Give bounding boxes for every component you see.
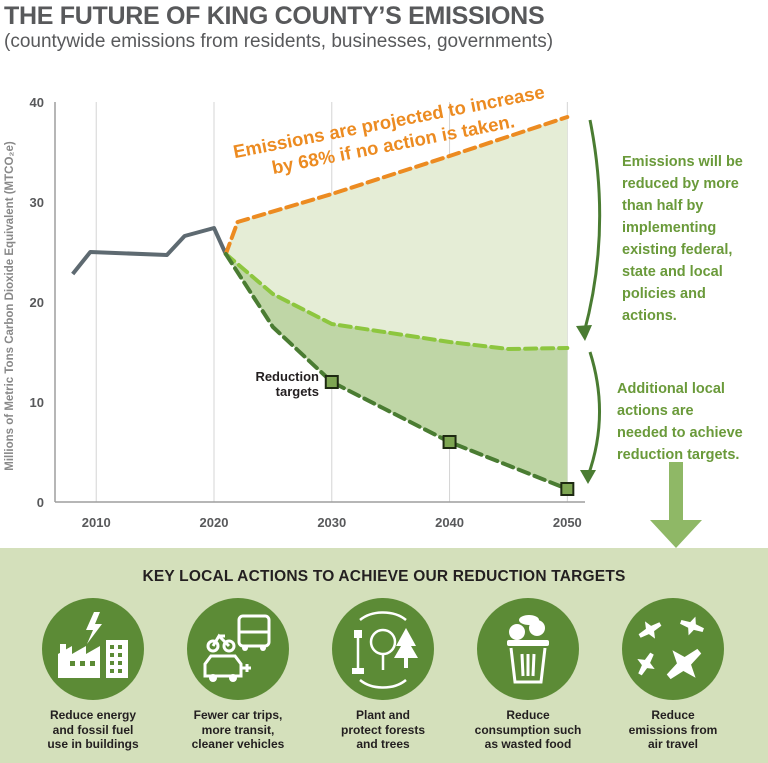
target-marker-2040 bbox=[442, 435, 457, 449]
annotation-reduction-targets: Reduction targets bbox=[255, 369, 319, 399]
action-label-air-travel: Reduce emissions from air travel bbox=[628, 708, 718, 751]
arrowhead-existing bbox=[576, 325, 592, 341]
arrow-additional-bracket bbox=[586, 351, 601, 477]
y-tick-label-40: 40 bbox=[30, 95, 44, 110]
series-line-no_action bbox=[223, 115, 570, 256]
area-existing-vs-targets bbox=[225, 254, 568, 489]
factory-buildings-lightning-icon bbox=[42, 598, 144, 700]
annotation-additional-actions: Additional local actions are needed to ach… bbox=[617, 381, 743, 463]
target-marker-2030 bbox=[324, 375, 339, 389]
chart-lines bbox=[71, 115, 570, 491]
x-tick-label-2030: 2030 bbox=[317, 515, 346, 530]
key-actions-heading: KEY LOCAL ACTIONS TO ACHIEVE OUR REDUCTI… bbox=[142, 568, 626, 585]
y-tick-label-10: 10 bbox=[30, 395, 44, 410]
series-line-historical bbox=[71, 226, 228, 276]
arrowhead-additional bbox=[580, 470, 596, 484]
y-tick-label-0: 0 bbox=[37, 495, 44, 510]
chart-markers bbox=[324, 375, 575, 496]
target-marker-2050 bbox=[560, 482, 575, 496]
action-label-forests: Plant and protect forests and trees bbox=[340, 708, 426, 751]
series-line-reduction_targets bbox=[223, 252, 570, 491]
bus-bike-electric-car-icon bbox=[187, 598, 289, 700]
trash-food-waste-icon bbox=[477, 598, 579, 700]
action-consumption: Reduce consumption such as wasted food bbox=[453, 598, 603, 752]
page-subtitle: (countywide emissions from residents, bu… bbox=[4, 31, 554, 52]
x-tick-label-2020: 2020 bbox=[200, 515, 229, 530]
y-axis-label: Millions of Metric Tons Carbon Dioxide E… bbox=[4, 141, 16, 471]
action-transport: Fewer car trips, more transit, cleaner v… bbox=[163, 598, 313, 752]
x-tick-label-2010: 2010 bbox=[82, 515, 111, 530]
down-arrow-shaft bbox=[669, 462, 683, 520]
action-label-consumption: Reduce consumption such as wasted food bbox=[474, 708, 582, 751]
page-title: THE FUTURE OF KING COUNTY’S EMISSIONS bbox=[4, 2, 545, 30]
y-tick-label-20: 20 bbox=[30, 295, 44, 310]
down-arrow-head bbox=[650, 520, 702, 548]
series-line-existing_policies bbox=[223, 252, 570, 351]
x-tick-label-2040: 2040 bbox=[435, 515, 464, 530]
action-forests: Plant and protect forests and trees bbox=[308, 598, 458, 752]
action-label-buildings: Reduce energy and fossil fuel use in bui… bbox=[47, 708, 139, 751]
action-buildings: Reduce energy and fossil fuel use in bui… bbox=[18, 598, 168, 752]
area-no-action-vs-existing bbox=[225, 117, 568, 349]
annotation-existing-policies: Emissions will be reduced by more than hal… bbox=[622, 154, 743, 324]
chart-areas bbox=[225, 117, 568, 489]
y-tick-label-30: 30 bbox=[30, 195, 44, 210]
x-tick-label-2050: 2050 bbox=[553, 515, 582, 530]
hands-forest-shovel-icon bbox=[332, 598, 434, 700]
airplanes-icon bbox=[622, 598, 724, 700]
action-label-transport: Fewer car trips, more transit, cleaner v… bbox=[191, 708, 285, 751]
chart-axes bbox=[54, 102, 585, 503]
action-air-travel: Reduce emissions from air travel bbox=[598, 598, 748, 752]
arrow-existing-bracket bbox=[582, 119, 602, 334]
